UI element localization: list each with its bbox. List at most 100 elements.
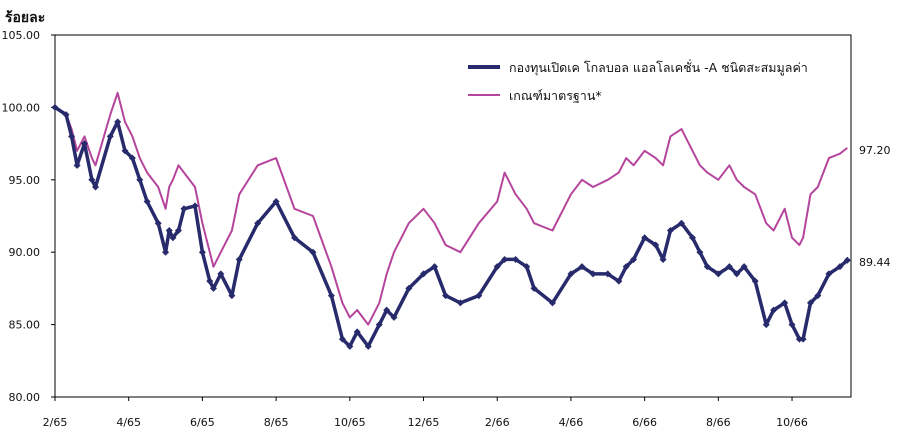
series-point-fund [652, 241, 660, 249]
series-point-fund [62, 111, 70, 119]
series-point-fund [622, 263, 630, 271]
series-point-fund [530, 284, 538, 292]
y-axis-label: ร้อยละ [5, 10, 45, 26]
series-point-fund [375, 321, 383, 329]
series-point-fund [51, 103, 59, 111]
series-point-fund [677, 219, 685, 227]
series-point-fund [346, 342, 354, 350]
series-point-fund [659, 255, 667, 263]
y-tick-label: 95.00 [9, 174, 41, 187]
series-point-fund [589, 270, 597, 278]
series-point-fund [456, 299, 464, 307]
series-point-fund [806, 299, 814, 307]
series-point-fund [836, 263, 844, 271]
x-tick-label: 2/66 [485, 416, 510, 429]
y-tick-label: 90.00 [9, 246, 41, 259]
series-point-fund [762, 321, 770, 329]
x-tick-label: 2/65 [43, 416, 68, 429]
x-tick-label: 6/66 [632, 416, 657, 429]
series-point-fund [405, 284, 413, 292]
series-point-fund [174, 226, 182, 234]
series-point-fund [206, 277, 214, 285]
x-tick-label: 6/65 [190, 416, 215, 429]
end-label-fund: 89.44 [859, 256, 891, 269]
series-point-fund [501, 255, 509, 263]
series-point-fund [814, 292, 822, 300]
series-point-fund [88, 176, 96, 184]
series-point-fund [364, 342, 372, 350]
series-point-fund [725, 263, 733, 271]
y-tick-label: 80.00 [9, 391, 41, 404]
series-point-fund [254, 219, 262, 227]
series-line-benchmark [54, 91, 848, 326]
series-point-fund [80, 140, 88, 148]
series-point-fund [431, 263, 439, 271]
x-tick-label: 10/66 [776, 416, 808, 429]
series-point-fund [493, 263, 501, 271]
series-point-fund [353, 328, 361, 336]
plot-area [51, 91, 851, 350]
series-point-fund [180, 205, 188, 213]
x-tick-label: 12/65 [408, 416, 440, 429]
legend-label-fund: กองทุนเปิดเค โกลบอล แอลโลเคชั่น -A ชนิดส… [509, 59, 808, 76]
x-tick-label: 4/65 [116, 416, 141, 429]
x-tick-label: 8/65 [264, 416, 289, 429]
series-point-fund [309, 248, 317, 256]
series-point-fund [383, 306, 391, 314]
legend-label-benchmark: เกณฑ์มาตรฐาน* [509, 88, 602, 103]
series-point-fund [217, 270, 225, 278]
series-point-fund [235, 255, 243, 263]
series-point-fund [578, 263, 586, 271]
series-point-fund [703, 263, 711, 271]
series-point-fund [92, 183, 100, 191]
series-point-fund [136, 176, 144, 184]
series-point-fund [114, 118, 122, 126]
plot-frame [54, 34, 852, 398]
series-point-fund [567, 270, 575, 278]
series-point-fund [228, 292, 236, 300]
series-point-fund [128, 154, 136, 162]
series-point-fund [291, 234, 299, 242]
series-point-fund [475, 292, 483, 300]
series-point-fund [781, 299, 789, 307]
y-tick-label: 85.00 [9, 319, 41, 332]
x-tick-label: 4/66 [559, 416, 584, 429]
series-point-fund [666, 226, 674, 234]
series-point-fund [714, 270, 722, 278]
x-tick-label: 10/65 [334, 416, 366, 429]
series-point-fund [272, 198, 280, 206]
series-point-fund [209, 284, 217, 292]
series-line-fund [54, 105, 849, 349]
series-point-fund [788, 321, 796, 329]
series-point-fund [825, 270, 833, 278]
series-point-fund [390, 313, 398, 321]
series-point-fund [630, 255, 638, 263]
series-point-fund [523, 263, 531, 271]
series-point-fund [795, 335, 803, 343]
series-point-fund [73, 161, 81, 169]
series-point-fund [420, 270, 428, 278]
series-point-fund [740, 263, 748, 271]
series-point-fund [733, 270, 741, 278]
series-point-fund [162, 248, 170, 256]
series-point-fund [191, 202, 199, 210]
series-point-fund [615, 277, 623, 285]
end-label-benchmark: 97.20 [859, 144, 891, 157]
legend: กองทุนเปิดเค โกลบอล แอลโลเคชั่น -A ชนิดส… [468, 59, 808, 103]
series-point-fund [106, 132, 114, 140]
series-point-fund [512, 255, 520, 263]
series-point-fund [549, 299, 556, 307]
series-point-fund [442, 292, 450, 300]
series-point-fund [165, 226, 173, 234]
y-tick-label: 100.00 [2, 101, 41, 114]
series-point-fund [327, 292, 335, 300]
series-point-fund [143, 198, 151, 206]
series-point-fund [154, 219, 162, 227]
series-point-fund [169, 234, 177, 242]
series-point-fund [641, 234, 649, 242]
series-point-fund [799, 335, 807, 343]
series-point-fund [338, 335, 346, 343]
axes: 80.00 85.00 90.00 95.00 100.00 105.00 2/65 4/65… [2, 29, 852, 429]
series-point-fund [198, 248, 206, 256]
x-tick-label: 8/66 [706, 416, 731, 429]
